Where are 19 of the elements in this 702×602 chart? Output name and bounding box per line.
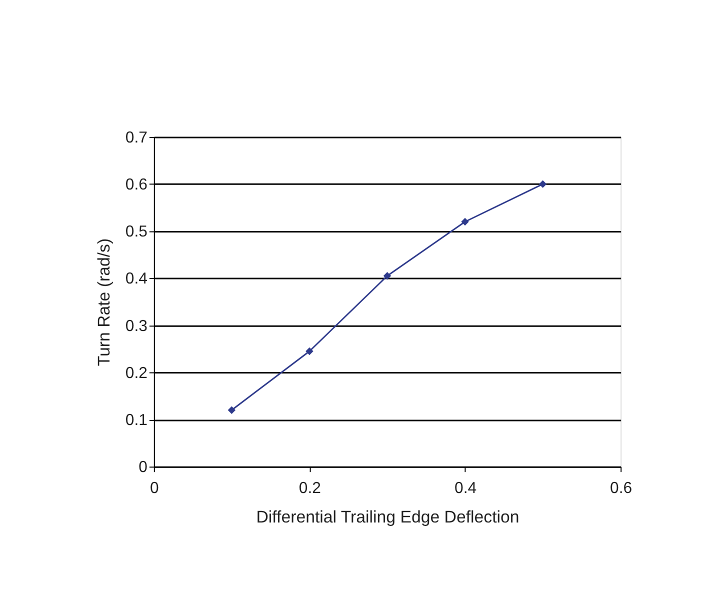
point [538,180,547,188]
x-tick-label: 0.2 [298,480,322,497]
y-axis-title: Turn Rate (rad/s) [94,238,114,366]
y-tick-label: 0.3 [125,318,148,335]
x-axis-title: Differential Trailing Edge Deflection [256,508,520,527]
point [306,347,314,356]
y-tick-label: 0.5 [125,224,148,241]
x-tick-label: 0.4 [454,480,477,497]
x-tick-label: 0 [150,480,159,497]
y-tick-label: 0 [138,459,148,476]
point [228,406,236,414]
y-tick-label: 0.1 [125,412,148,429]
y-tick-label: 0.2 [125,364,148,382]
y-tick-label: 0.6 [125,176,148,194]
x-tick-label: 0.6 [610,480,632,497]
point [383,272,392,280]
y-tick-label: 0.7 [125,129,148,146]
point [461,218,469,226]
y-tick-label: 0.4 [125,270,148,288]
